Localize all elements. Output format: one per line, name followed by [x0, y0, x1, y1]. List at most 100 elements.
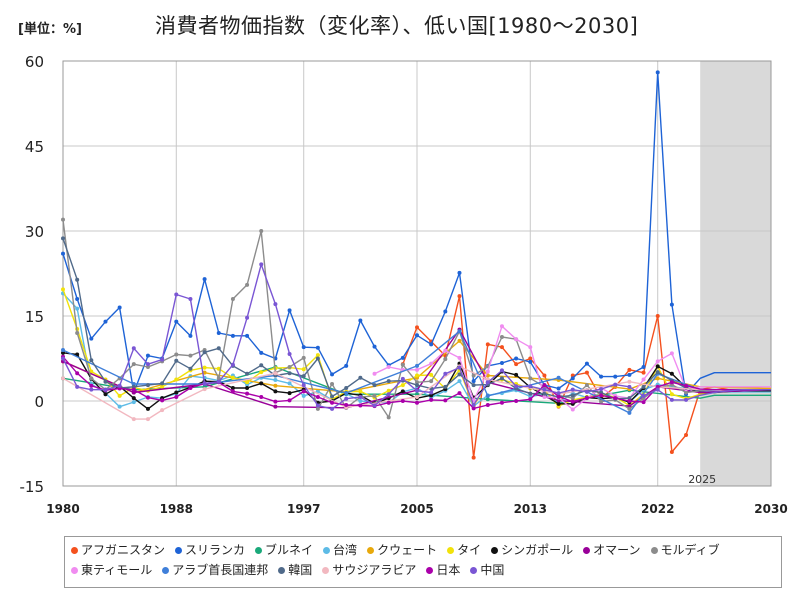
data-point: [669, 380, 674, 385]
data-point: [499, 334, 504, 339]
data-point: [89, 369, 94, 374]
data-point: [174, 358, 179, 363]
data-point: [61, 236, 65, 241]
data-point: [471, 373, 476, 378]
data-point: [75, 306, 80, 311]
data-point: [245, 371, 250, 376]
legend-label: 東ティモール: [81, 563, 153, 577]
data-point: [528, 345, 533, 350]
x-tick-label: 1997: [287, 502, 320, 516]
data-point: [259, 395, 264, 400]
data-point: [457, 338, 462, 343]
x-tick-label: 1988: [160, 502, 193, 516]
data-point: [131, 382, 136, 386]
data-point: [315, 395, 320, 400]
data-point: [400, 399, 405, 403]
data-point: [499, 376, 504, 381]
data-point: [287, 371, 292, 376]
x-tick-label: 2030: [754, 502, 787, 516]
y-tick-label: 15: [25, 308, 44, 326]
data-point: [584, 370, 589, 375]
legend-item: クウェート: [367, 540, 437, 560]
data-point: [528, 384, 533, 389]
data-point: [188, 297, 193, 301]
data-point: [542, 395, 547, 400]
data-point: [499, 324, 504, 329]
legend-marker: [447, 546, 455, 554]
data-point: [75, 352, 80, 357]
legend-marker: [255, 546, 263, 554]
data-point: [599, 374, 604, 379]
data-point: [117, 393, 122, 398]
data-point: [230, 333, 235, 338]
data-point: [131, 387, 136, 392]
data-point: [485, 397, 490, 402]
data-point: [599, 387, 604, 392]
data-point: [599, 399, 604, 404]
data-point: [400, 389, 405, 394]
data-point: [400, 383, 405, 388]
data-point: [358, 403, 363, 408]
data-point: [160, 381, 165, 386]
data-point: [570, 387, 575, 392]
data-point: [202, 381, 207, 386]
data-point: [245, 380, 250, 385]
data-point: [415, 400, 419, 405]
data-point: [259, 229, 264, 233]
data-point: [372, 344, 377, 349]
data-point: [358, 399, 363, 403]
data-point: [216, 379, 221, 384]
data-point: [344, 396, 349, 401]
data-point: [641, 384, 646, 389]
legend-item: アフガニスタン: [71, 540, 165, 560]
data-point: [514, 399, 519, 403]
data-point: [471, 406, 476, 411]
data-point: [61, 217, 65, 222]
data-point: [485, 393, 490, 398]
y-tick-label: 0: [34, 393, 44, 411]
legend-marker: [323, 546, 331, 554]
data-point: [61, 251, 65, 256]
data-point: [202, 387, 207, 392]
data-point: [415, 380, 419, 385]
legend-label: 中国: [480, 563, 505, 577]
data-point: [160, 398, 165, 403]
data-point: [584, 389, 589, 394]
data-point: [358, 389, 363, 394]
data-point: [443, 398, 448, 403]
data-point: [174, 319, 179, 324]
data-point: [188, 353, 193, 358]
data-point: [145, 383, 150, 388]
data-point: [358, 395, 363, 400]
legend-item: 台湾: [323, 540, 357, 560]
plot-area-border: [62, 60, 772, 487]
data-point: [514, 372, 519, 377]
data-point: [344, 402, 349, 407]
data-point: [542, 391, 547, 396]
data-point: [315, 353, 320, 358]
data-point: [230, 389, 235, 394]
data-point: [188, 366, 193, 371]
data-point: [641, 365, 646, 369]
data-point: [627, 399, 632, 403]
legend-item: サウジアラビア: [322, 560, 416, 580]
data-point: [230, 375, 235, 380]
legend-marker: [71, 566, 78, 574]
x-tick-label: 2022: [641, 502, 674, 516]
data-point: [89, 387, 94, 392]
data-point: [315, 406, 320, 411]
data-point: [429, 379, 434, 384]
data-point: [386, 365, 391, 369]
data-point: [641, 377, 646, 382]
legend-marker: [367, 546, 375, 554]
data-point: [613, 374, 618, 379]
data-point: [499, 400, 504, 405]
data-point: [655, 370, 660, 375]
data-point: [216, 331, 221, 335]
data-point: [273, 383, 278, 388]
data-point: [330, 382, 335, 386]
legend-item: タイ: [447, 540, 481, 560]
data-point: [599, 390, 604, 395]
data-point: [386, 400, 391, 405]
data-point: [684, 390, 689, 395]
